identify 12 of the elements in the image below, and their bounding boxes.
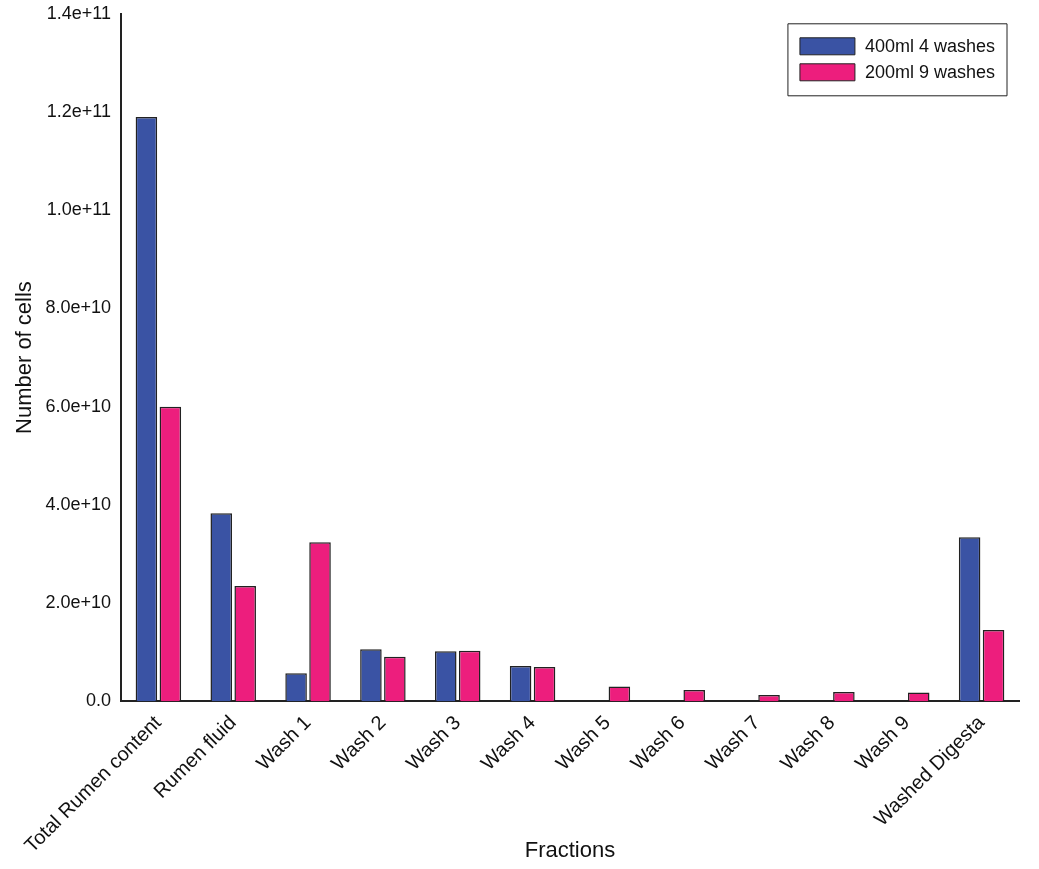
- x-axis-title: Fractions: [524, 837, 616, 863]
- y-tick-label: 1.2e+11: [46, 100, 111, 121]
- y-tick-label: 8.0e+10: [45, 297, 111, 318]
- y-axis-title: Number of cells: [11, 281, 37, 434]
- legend-label: 400ml 4 washes: [864, 35, 996, 56]
- y-tick-label: 4.0e+10: [45, 493, 111, 514]
- y-tick-label: 2.0e+10: [45, 592, 111, 613]
- y-tick-label: 1.0e+11: [46, 199, 111, 220]
- y-tick-label: 6.0e+10: [45, 395, 111, 416]
- y-tick-label: 0.0: [85, 690, 111, 711]
- legend-label: 200ml 9 washes: [864, 61, 996, 82]
- y-tick-label: 1.4e+11: [46, 2, 111, 23]
